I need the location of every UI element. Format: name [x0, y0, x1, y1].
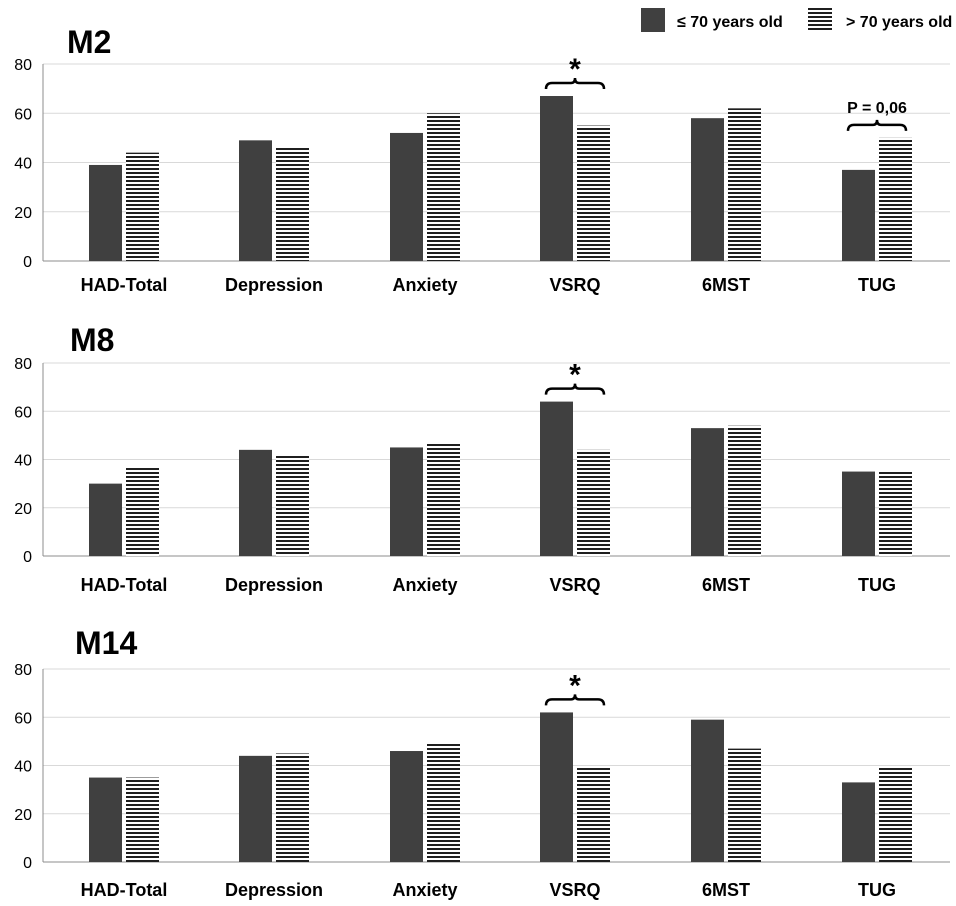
bar-gt70 — [276, 753, 309, 862]
chart-title: M2 — [67, 24, 111, 60]
y-tick-label: 0 — [23, 855, 32, 872]
y-tick-label: 0 — [23, 254, 32, 271]
x-tick-label: Depression — [225, 575, 323, 595]
x-tick-label: HAD-Total — [81, 880, 168, 900]
x-tick-label: HAD-Total — [81, 575, 168, 595]
y-tick-label: 20 — [14, 807, 32, 824]
legend: ≤ 70 years old > 70 years old — [641, 8, 952, 32]
significance-bracket — [846, 119, 908, 131]
bar-le70 — [89, 164, 122, 261]
x-tick-label: Anxiety — [392, 275, 457, 295]
bar-gt70 — [126, 777, 159, 862]
bar-gt70 — [577, 767, 610, 862]
bar-gt70 — [728, 425, 761, 556]
x-tick-label: TUG — [858, 275, 896, 295]
legend-label-stripes: > 70 years old — [846, 14, 952, 31]
bar-gt70 — [728, 748, 761, 862]
bar-gt70 — [276, 147, 309, 261]
bar-gt70 — [126, 466, 159, 556]
bar-le70 — [239, 140, 272, 261]
x-tick-label: VSRQ — [549, 575, 600, 595]
y-tick-label: 60 — [14, 404, 32, 421]
chart-title: M14 — [75, 625, 137, 661]
bar-le70 — [390, 751, 423, 862]
bar-gt70 — [276, 454, 309, 556]
bar-le70 — [842, 782, 875, 862]
bar-gt70 — [577, 449, 610, 556]
y-tick-label: 40 — [14, 453, 32, 470]
x-tick-label: TUG — [858, 575, 896, 595]
bar-le70 — [691, 428, 724, 556]
y-tick-label: 20 — [14, 501, 32, 518]
bar-le70 — [89, 777, 122, 862]
chart-title: M8 — [70, 322, 114, 358]
bar-le70 — [691, 118, 724, 261]
significance-pvalue: P = 0,06 — [847, 100, 907, 117]
x-tick-label: Depression — [225, 275, 323, 295]
x-tick-label: 6MST — [702, 275, 750, 295]
significance-star: * — [569, 669, 581, 702]
legend-swatch-stripes — [808, 8, 832, 32]
bar-le70 — [390, 447, 423, 556]
bar-gt70 — [728, 108, 761, 261]
x-tick-label: 6MST — [702, 575, 750, 595]
x-tick-label: Anxiety — [392, 575, 457, 595]
chart-panel: M2 0 20 40 60 80 HAD-Total Depression Anxiety VSR… — [14, 24, 950, 295]
bar-le70 — [390, 132, 423, 261]
bar-le70 — [540, 401, 573, 556]
y-tick-label: 60 — [14, 710, 32, 727]
bar-le70 — [842, 471, 875, 556]
x-tick-label: 6MST — [702, 880, 750, 900]
bar-gt70 — [879, 137, 912, 261]
x-tick-label: HAD-Total — [81, 275, 168, 295]
x-tick-label: Anxiety — [392, 880, 457, 900]
y-tick-label: 80 — [14, 662, 32, 679]
bar-gt70 — [427, 442, 460, 556]
bar-le70 — [239, 449, 272, 556]
legend-swatch-solid — [641, 8, 665, 32]
significance-star: * — [569, 359, 581, 392]
bar-le70 — [540, 712, 573, 862]
bar-gt70 — [427, 743, 460, 862]
significance-bracket — [544, 383, 606, 395]
bar-gt70 — [126, 152, 159, 261]
bar-le70 — [89, 483, 122, 556]
chart-panel: M14 0 20 40 60 80 HAD-Total Depression Anxiety VS… — [14, 625, 950, 900]
significance-bracket — [544, 77, 606, 90]
bar-le70 — [540, 96, 573, 261]
x-tick-label: VSRQ — [549, 275, 600, 295]
bar-le70 — [842, 169, 875, 261]
bar-gt70 — [879, 767, 912, 862]
y-tick-label: 40 — [14, 156, 32, 173]
y-tick-label: 80 — [14, 356, 32, 373]
bar-le70 — [239, 755, 272, 862]
y-tick-label: 0 — [23, 549, 32, 566]
bar-le70 — [691, 719, 724, 862]
y-tick-label: 40 — [14, 759, 32, 776]
x-tick-label: VSRQ — [549, 880, 600, 900]
chart-panel: M8 0 20 40 60 80 HAD-Total Depression Anxiety VSR… — [14, 322, 950, 595]
y-tick-label: 80 — [14, 57, 32, 74]
legend-label-solid: ≤ 70 years old — [677, 14, 783, 31]
y-tick-label: 60 — [14, 106, 32, 123]
y-tick-label: 20 — [14, 205, 32, 222]
bar-gt70 — [427, 113, 460, 261]
significance-bracket — [544, 694, 606, 706]
significance-star: * — [569, 53, 581, 86]
x-tick-label: TUG — [858, 880, 896, 900]
x-tick-label: Depression — [225, 880, 323, 900]
bar-gt70 — [577, 125, 610, 261]
chart-panels: M2 0 20 40 60 80 HAD-Total Depression Anxiety VSR… — [14, 24, 950, 900]
bar-gt70 — [879, 471, 912, 556]
